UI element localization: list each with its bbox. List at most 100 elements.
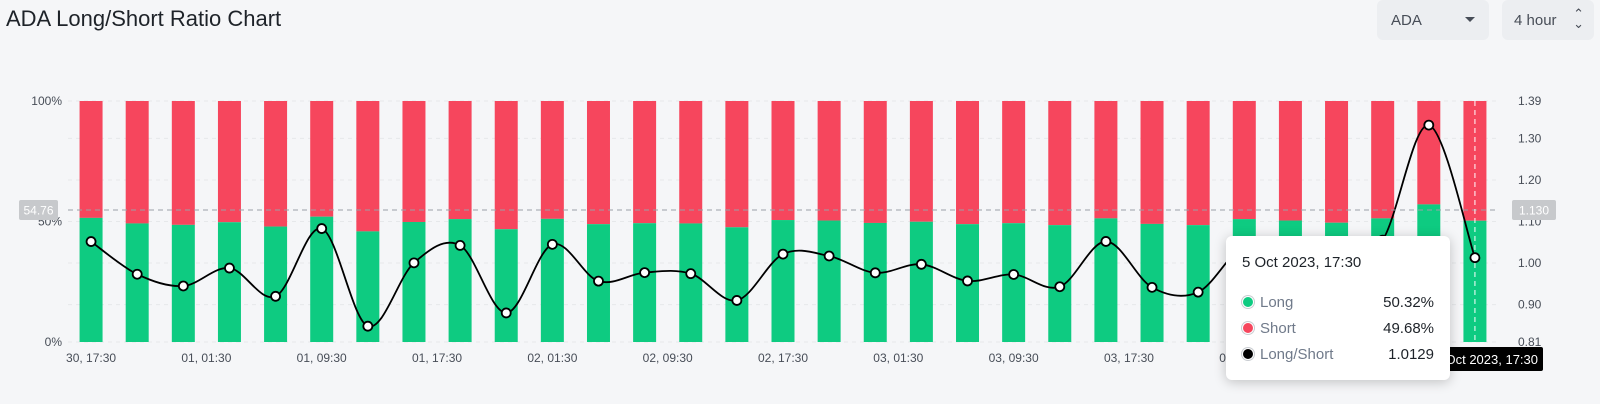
ratio-point xyxy=(869,267,881,279)
short-bar xyxy=(863,101,887,223)
crosshair-right-box xyxy=(1512,200,1556,221)
short-bar xyxy=(1278,101,1302,221)
ratio-point xyxy=(1146,281,1158,293)
right-axis-tick: 1.30 xyxy=(1518,131,1542,145)
short-bar xyxy=(264,101,288,227)
right-axis-tick: 1.20 xyxy=(1518,173,1542,187)
short-dot-icon xyxy=(1242,322,1254,334)
short-bar xyxy=(1048,101,1072,226)
short-bar xyxy=(1186,101,1210,226)
short-bar xyxy=(909,101,933,222)
short-bar xyxy=(1371,101,1395,219)
short-bar xyxy=(1140,101,1164,224)
x-axis-tick: 02, 01:30 xyxy=(527,351,577,365)
ratio-point xyxy=(177,280,189,292)
ratio-point xyxy=(1008,269,1020,280)
short-bar xyxy=(1417,101,1441,205)
long-bar xyxy=(125,223,149,342)
ratio-point xyxy=(408,257,420,269)
long-bar xyxy=(540,218,564,342)
long-bar xyxy=(79,217,103,342)
long-bar xyxy=(1094,218,1118,342)
crosshair-right-label: 1.130 xyxy=(1519,204,1549,218)
tooltip-value: 1.0129 xyxy=(1388,345,1434,363)
short-bar xyxy=(448,101,472,220)
long-bar xyxy=(310,216,334,342)
asset-select-value: ADA xyxy=(1391,11,1422,29)
short-bar xyxy=(356,101,380,232)
ratio-point xyxy=(777,248,789,260)
x-axis-tick: 03, 01:30 xyxy=(873,351,923,365)
short-bar xyxy=(1002,101,1026,224)
x-axis-tick: 01, 01:30 xyxy=(181,351,231,365)
short-bar xyxy=(494,101,518,230)
x-axis-tick: 03, 17:30 xyxy=(1104,351,1154,365)
long-bar xyxy=(494,229,518,342)
ratio-point xyxy=(1100,236,1112,247)
ratio-point xyxy=(915,258,927,270)
asset-select[interactable]: ADA xyxy=(1377,0,1489,40)
long-bar xyxy=(817,220,841,342)
long-bar xyxy=(909,221,933,342)
right-axis-tick: 1.00 xyxy=(1518,256,1542,270)
long-bar xyxy=(356,231,380,342)
short-bar xyxy=(725,101,749,228)
ratio-point xyxy=(224,262,235,274)
ratio-point xyxy=(593,275,604,287)
chevron-down-icon xyxy=(1465,17,1475,22)
ratio-point xyxy=(685,268,697,280)
tooltip-label: Short xyxy=(1260,319,1296,337)
short-bar xyxy=(1463,101,1487,221)
x-axis-tick: 01, 17:30 xyxy=(412,351,462,365)
tooltip-label: Long/Short xyxy=(1260,345,1334,363)
long-bar xyxy=(264,226,288,342)
ratio-point xyxy=(962,275,973,287)
long-bar xyxy=(1002,223,1026,342)
ratio-point xyxy=(731,295,743,306)
short-bar xyxy=(402,101,426,222)
tooltip-row-short: Short 49.68% xyxy=(1242,315,1434,341)
crosshair-left-label: 54.76 xyxy=(23,204,53,218)
tooltip-label: Long xyxy=(1260,293,1294,311)
ratio-point xyxy=(270,290,281,302)
short-bar xyxy=(79,101,103,218)
ratio-dot-icon xyxy=(1242,348,1254,360)
short-bar xyxy=(1094,101,1118,219)
sort-arrows-icon: ⌃ ⌄ xyxy=(1573,6,1584,31)
x-axis-tick: 01, 09:30 xyxy=(297,351,347,365)
crosshair-x-label: 5 Oct 2023, 17:30 xyxy=(1435,352,1538,367)
x-axis-tick: 30, 17:30 xyxy=(66,351,116,365)
short-bar xyxy=(310,101,334,217)
short-bar xyxy=(540,101,564,219)
interval-select[interactable]: 4 hour ⌃ ⌄ xyxy=(1502,0,1594,40)
short-bar xyxy=(1325,101,1349,223)
ratio-point xyxy=(362,320,374,332)
long-bar xyxy=(217,222,241,342)
ratio-point xyxy=(131,268,143,280)
ratio-point xyxy=(823,250,835,262)
chart-tooltip: 5 Oct 2023, 17:30 Long 50.32% Short 49.6… xyxy=(1226,236,1450,380)
tooltip-value: 50.32% xyxy=(1383,293,1434,311)
ratio-point xyxy=(316,223,328,234)
long-bar xyxy=(1186,225,1210,342)
short-bar xyxy=(956,101,980,225)
tooltip-value: 49.68% xyxy=(1383,319,1434,337)
short-bar xyxy=(771,101,795,221)
short-bar xyxy=(1232,101,1256,220)
long-dot-icon xyxy=(1242,296,1254,308)
ratio-point xyxy=(639,267,651,279)
interval-select-value: 4 hour xyxy=(1514,11,1557,29)
tooltip-row-long: Long 50.32% xyxy=(1242,289,1434,315)
ratio-point xyxy=(1192,286,1204,298)
right-axis-tick: 1.39 xyxy=(1518,94,1542,108)
short-bar xyxy=(217,101,241,223)
short-bar xyxy=(633,101,657,224)
x-axis-tick: 03, 09:30 xyxy=(989,351,1039,365)
short-bar xyxy=(817,101,841,221)
page-title: ADA Long/Short Ratio Chart xyxy=(6,6,282,31)
left-axis-tick: 0% xyxy=(45,335,63,349)
short-bar xyxy=(586,101,610,225)
short-bar xyxy=(679,101,703,224)
crosshair-left-box xyxy=(19,200,58,221)
